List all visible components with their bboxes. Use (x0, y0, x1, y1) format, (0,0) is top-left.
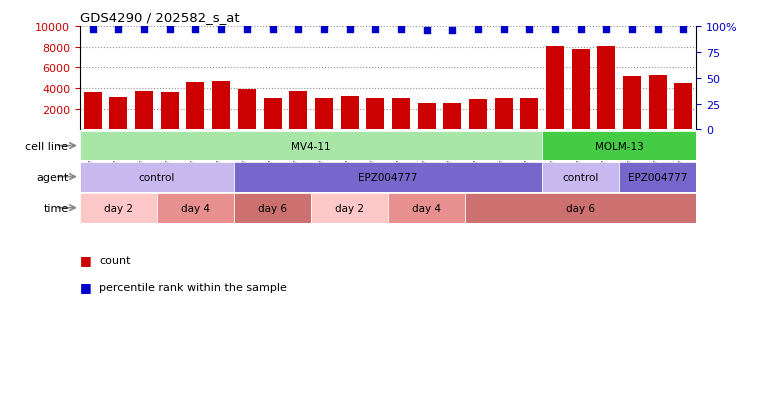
Point (549, 26, 561, 33)
Bar (161, 93, 179, 130)
Bar (495, 99, 513, 130)
Bar (388, 193, 465, 223)
Point (498, 26, 510, 33)
Point (113, 26, 125, 33)
Bar (597, 47, 616, 130)
Bar (543, 162, 619, 192)
Point (343, 26, 355, 33)
Point (651, 26, 664, 33)
Text: cell line: cell line (25, 141, 68, 151)
Bar (238, 89, 256, 130)
Text: day 6: day 6 (566, 203, 595, 213)
Text: MOLM-13: MOLM-13 (595, 141, 644, 151)
Text: control: control (562, 172, 599, 182)
Point (677, 26, 689, 33)
Point (626, 26, 638, 33)
Bar (212, 82, 230, 130)
Point (421, 28, 433, 34)
Text: day 2: day 2 (104, 203, 133, 213)
Point (600, 26, 613, 33)
Text: EPZ004777: EPZ004777 (358, 172, 418, 182)
Text: percentile rank within the sample: percentile rank within the sample (99, 282, 287, 292)
Point (446, 28, 458, 34)
Point (575, 26, 587, 33)
Bar (234, 193, 311, 223)
Point (472, 26, 484, 33)
Point (215, 26, 228, 33)
Text: ■: ■ (80, 280, 91, 294)
Bar (674, 83, 693, 130)
Point (292, 26, 304, 33)
Bar (80, 131, 543, 161)
Bar (135, 92, 153, 130)
Bar (418, 103, 435, 130)
Text: day 4: day 4 (181, 203, 210, 213)
Text: agent: agent (36, 172, 68, 182)
Bar (186, 83, 205, 130)
Bar (444, 103, 461, 130)
Text: ■: ■ (80, 254, 91, 267)
Point (318, 26, 330, 33)
Bar (110, 98, 127, 130)
Bar (80, 162, 234, 192)
Bar (649, 75, 667, 130)
Point (240, 26, 253, 33)
Text: EPZ004777: EPZ004777 (628, 172, 687, 182)
Text: day 6: day 6 (258, 203, 287, 213)
Bar (366, 99, 384, 130)
Bar (341, 97, 358, 130)
Point (138, 26, 150, 33)
Point (266, 26, 279, 33)
Bar (546, 47, 564, 130)
Point (87, 26, 99, 33)
Text: count: count (99, 255, 130, 265)
Text: day 2: day 2 (335, 203, 364, 213)
Bar (315, 99, 333, 130)
Text: MV4-11: MV4-11 (291, 141, 331, 151)
Point (189, 26, 202, 33)
Text: control: control (139, 172, 175, 182)
Bar (572, 50, 590, 130)
Point (164, 26, 176, 33)
Bar (80, 193, 157, 223)
Bar (623, 76, 641, 130)
Bar (157, 193, 234, 223)
Bar (392, 99, 410, 130)
Bar (469, 100, 487, 130)
Bar (311, 193, 388, 223)
Point (369, 26, 381, 33)
Bar (289, 92, 307, 130)
Text: GDS4290 / 202582_s_at: GDS4290 / 202582_s_at (80, 11, 240, 24)
Point (524, 26, 536, 33)
Bar (543, 131, 696, 161)
Bar (84, 93, 102, 130)
Bar (263, 99, 282, 130)
Bar (234, 162, 543, 192)
Bar (619, 162, 696, 192)
Bar (521, 99, 538, 130)
Bar (465, 193, 696, 223)
Text: time: time (43, 203, 68, 213)
Point (395, 26, 407, 33)
Text: day 4: day 4 (412, 203, 441, 213)
